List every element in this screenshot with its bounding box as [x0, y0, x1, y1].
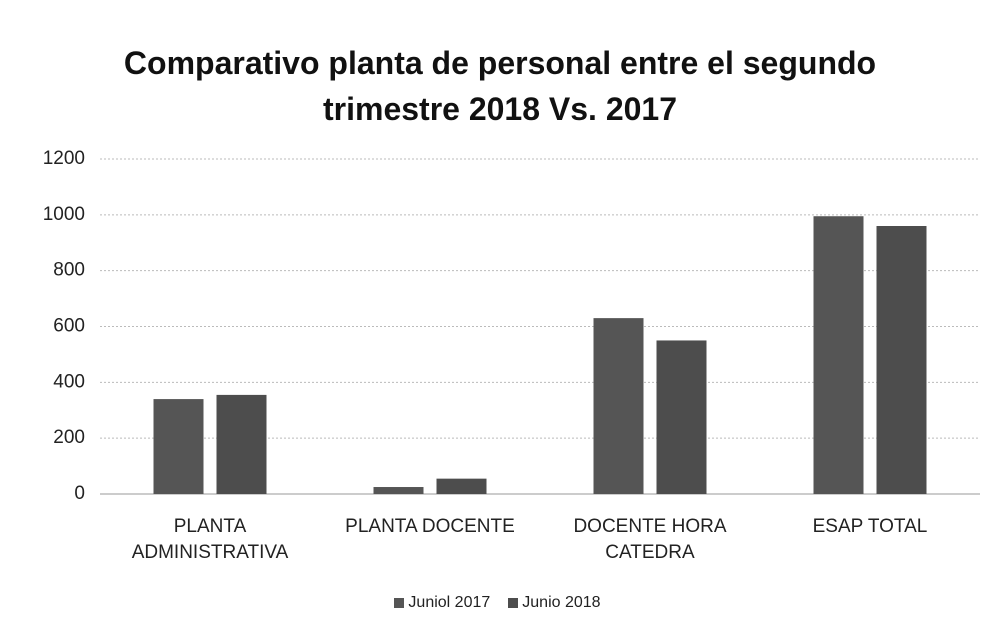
legend: Juniol 2017 Junio 2018 [0, 594, 995, 612]
bar [153, 399, 204, 494]
y-tick-label: 600 [53, 316, 85, 337]
bar [813, 216, 864, 494]
y-tick-label: 1200 [43, 148, 85, 169]
x-tick-label: PLANTA ADMINISTRATIVA [131, 516, 289, 563]
chart-title: Comparativo planta de personal entre el … [123, 45, 877, 127]
legend-swatch [394, 598, 405, 608]
bar [436, 478, 487, 494]
bar [876, 226, 927, 494]
legend-item: Junio 2018 [508, 594, 601, 612]
y-tick-label: 800 [53, 260, 85, 281]
bar [593, 318, 644, 494]
y-tick-label: 200 [53, 427, 85, 448]
legend-label: Junio 2018 [522, 594, 601, 611]
y-tick-label: 0 [74, 483, 85, 504]
x-tick-label: PLANTA DOCENTE [345, 516, 515, 537]
y-tick-label: 400 [53, 371, 85, 392]
bar [656, 340, 707, 494]
x-tick-label: DOCENTE HORA CATEDRA [573, 516, 727, 563]
bar [373, 487, 424, 494]
legend-label: Juniol 2017 [408, 594, 491, 611]
bar [216, 394, 267, 494]
y-tick-label: 1000 [43, 204, 85, 225]
legend-swatch [508, 598, 519, 608]
x-tick-label: ESAP TOTAL [812, 516, 928, 537]
legend-item: Juniol 2017 [394, 594, 490, 612]
